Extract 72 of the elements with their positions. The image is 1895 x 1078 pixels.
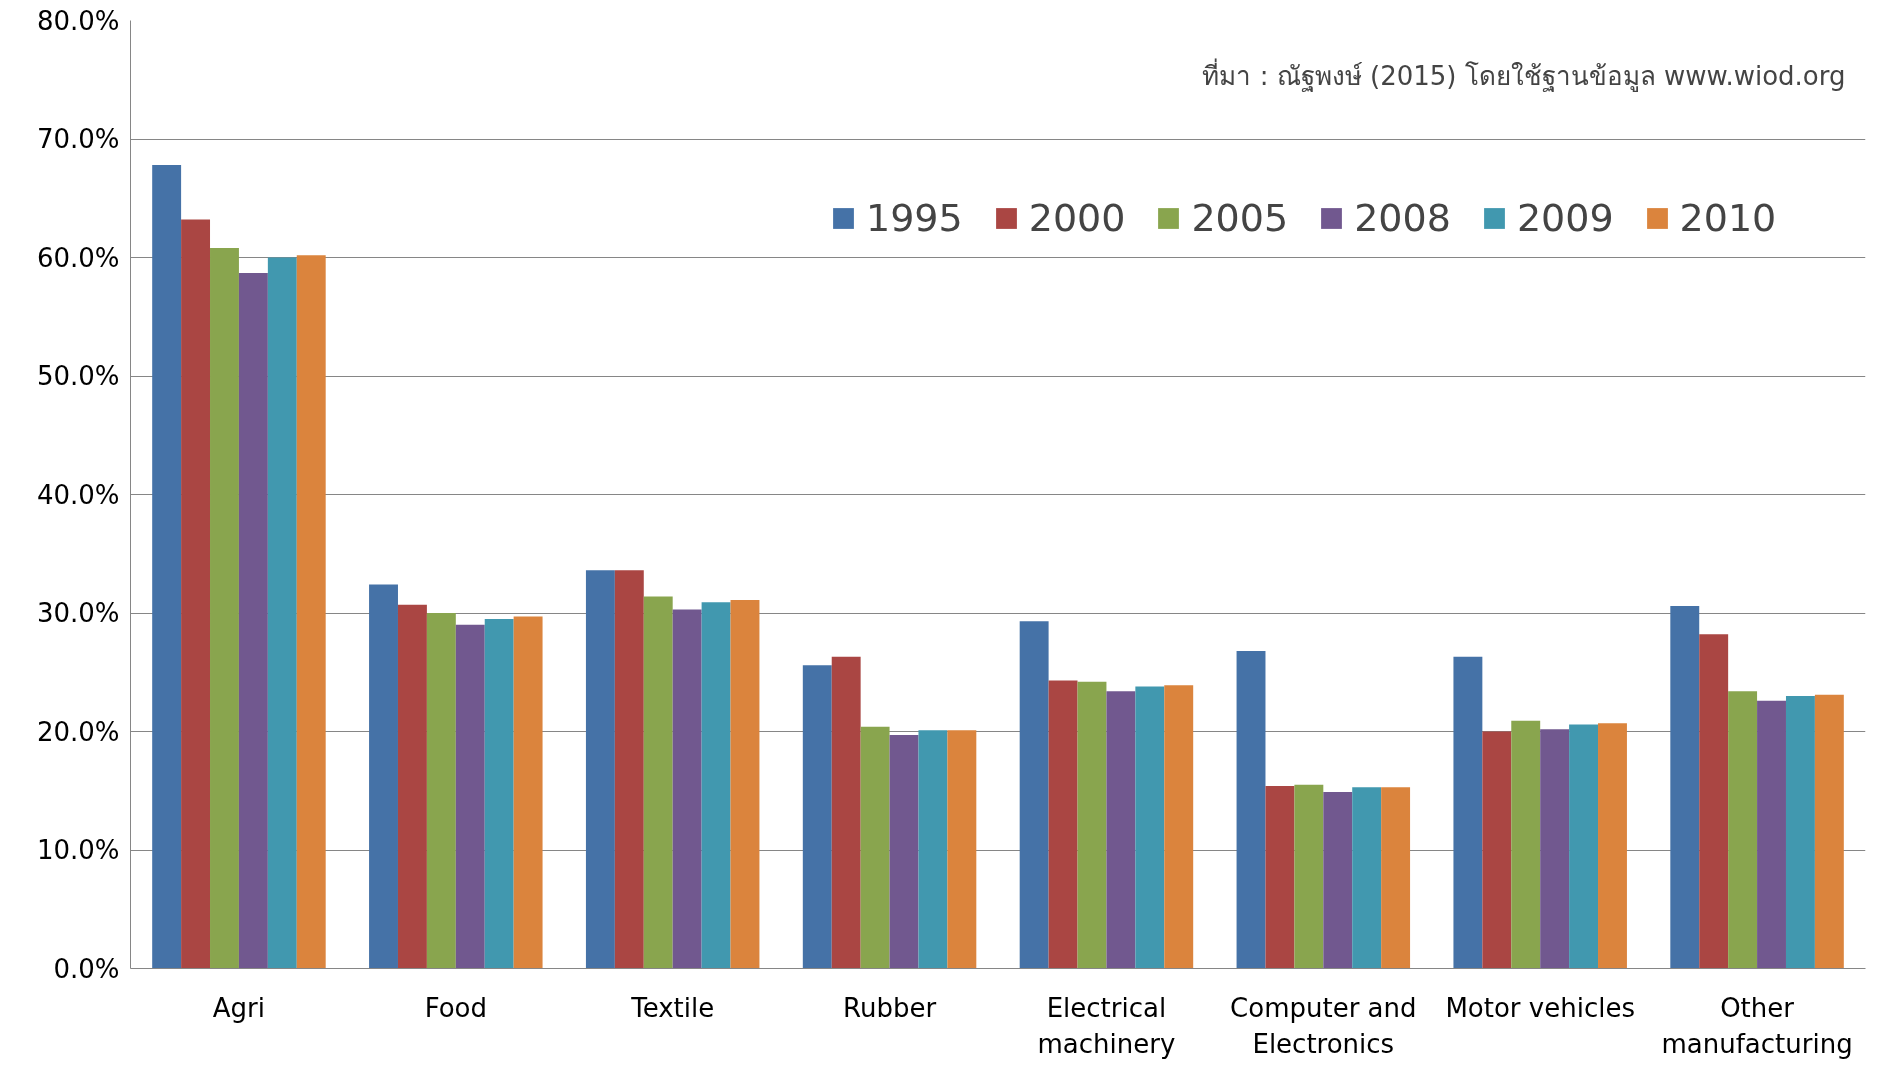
x-tick-label: Textile (630, 992, 715, 1023)
y-tick-label: 40.0% (36, 479, 120, 510)
bar (1236, 650, 1266, 969)
bar (860, 726, 890, 969)
bar (296, 255, 326, 969)
bar (1352, 787, 1382, 969)
bar (397, 604, 427, 969)
annotation: ที่มา : ณัฐพงษ์ (2015) โดยใช้ฐานข้อมูล www.wiod.org (1202, 57, 1846, 92)
y-tick-label: 60.0% (36, 242, 120, 273)
x-tick-label: Agri (212, 992, 266, 1023)
bar (484, 618, 514, 969)
y-tick-label: 10.0% (36, 835, 120, 865)
bar (614, 570, 644, 969)
bar (918, 730, 948, 969)
bar (1814, 694, 1844, 969)
bar (426, 613, 456, 969)
x-tick-label: Rubber (843, 992, 937, 1023)
x-tick-label: Other manufacturing (1661, 992, 1853, 1059)
legend-label: 2008 (1354, 196, 1451, 240)
y-tick-label: 50.0% (36, 361, 120, 391)
bar (1106, 691, 1136, 969)
bar (701, 602, 731, 969)
bar (889, 735, 919, 969)
bar (1757, 700, 1786, 969)
bar (1453, 656, 1483, 969)
y-tick-label: 30.0% (36, 598, 120, 628)
legend-label: 2010 (1679, 196, 1777, 240)
bar (210, 248, 239, 969)
y-tick-label: 70.0% (36, 124, 120, 154)
bar (1019, 621, 1049, 969)
bar (1699, 634, 1729, 969)
bar (238, 272, 268, 969)
x-tick-label: Electrical machinery (1037, 992, 1176, 1059)
bar (730, 599, 760, 969)
bar (513, 616, 543, 969)
bar (1728, 691, 1758, 969)
bar (1482, 731, 1512, 969)
bar (802, 665, 832, 969)
bar (672, 609, 702, 969)
bar (643, 596, 673, 969)
bar (585, 570, 615, 969)
bar (267, 257, 297, 969)
bar (1670, 605, 1700, 969)
bar (369, 584, 398, 969)
y-tick-label: 80.0% (36, 5, 120, 36)
bar (1164, 685, 1194, 969)
bar (1540, 729, 1570, 969)
bar (1294, 784, 1324, 969)
legend-label: 2009 (1516, 196, 1614, 240)
x-tick-label: Computer and Electronics (1230, 992, 1417, 1059)
bar (947, 730, 977, 969)
x-tick-label: Motor vehicles (1445, 992, 1635, 1023)
legend-label: 2005 (1191, 196, 1289, 240)
y-tick-label: 20.0% (36, 716, 120, 747)
bar (1511, 720, 1541, 969)
bar (1569, 724, 1599, 969)
bar (455, 624, 485, 969)
bar (1077, 681, 1107, 969)
y-tick-label: 0.0% (53, 953, 120, 984)
bar (181, 219, 211, 969)
bar (152, 165, 182, 969)
bar (1135, 686, 1165, 969)
bar (1381, 787, 1411, 969)
x-tick-label: Food (424, 992, 487, 1023)
bar (1265, 786, 1295, 969)
legend-label: 2000 (1028, 196, 1126, 240)
bar (1598, 723, 1627, 969)
bar (1785, 695, 1815, 969)
bar (1323, 791, 1353, 969)
bar (831, 656, 861, 969)
legend-label: 1995 (866, 196, 963, 240)
bar (1048, 680, 1078, 969)
